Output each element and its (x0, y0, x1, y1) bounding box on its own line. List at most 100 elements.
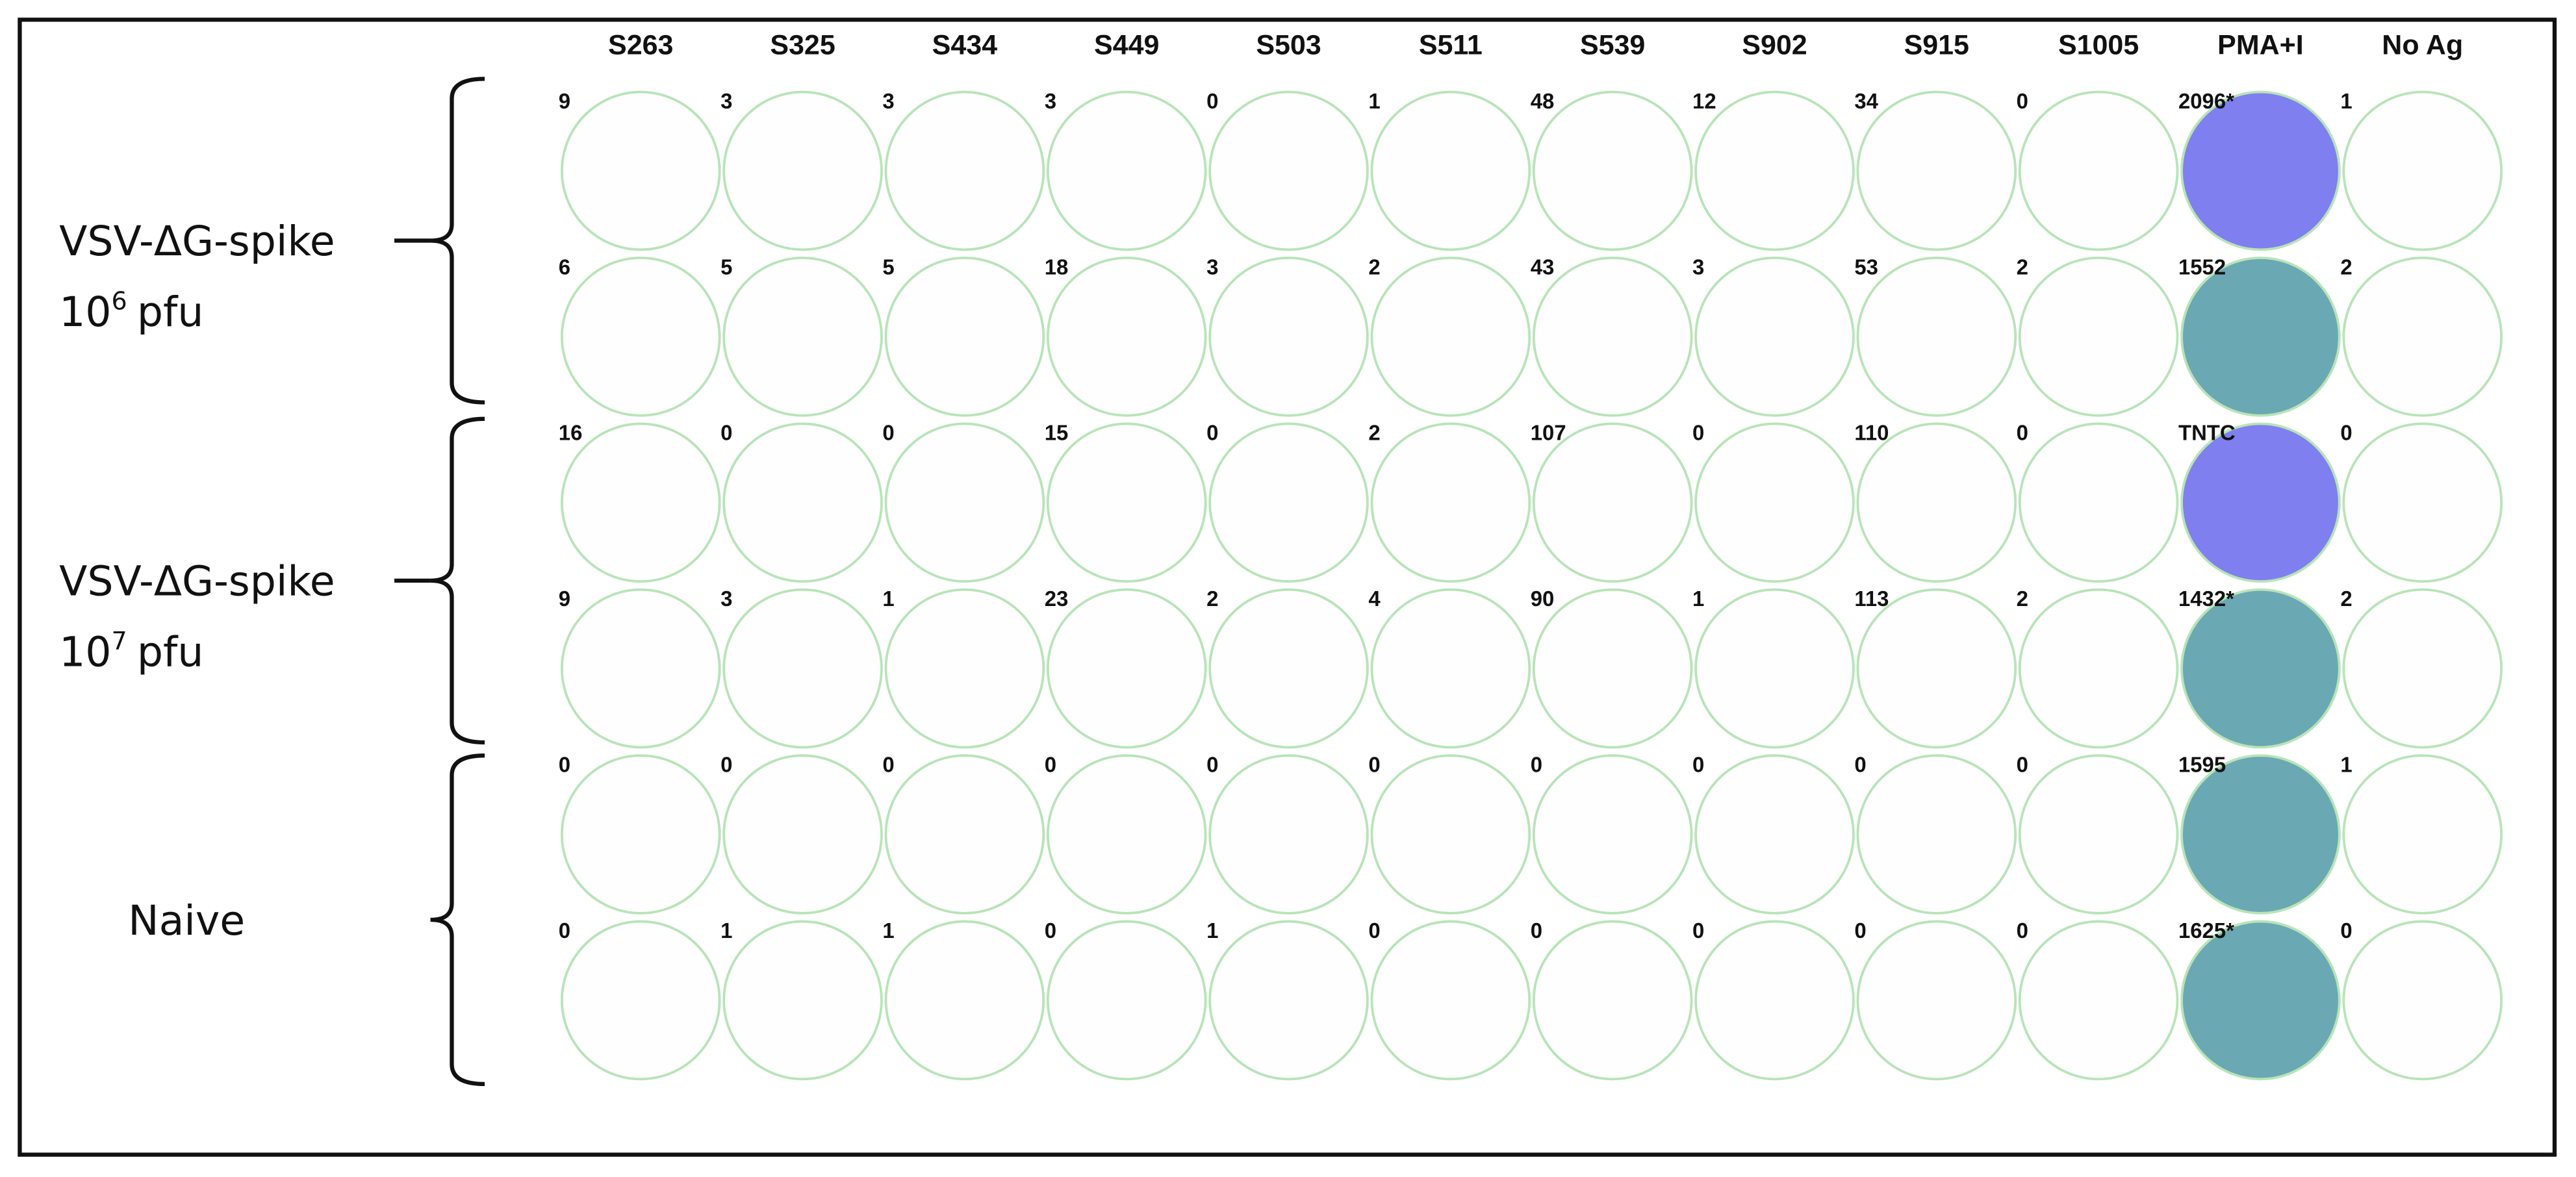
well (1856, 588, 2017, 749)
well (1046, 754, 1207, 915)
spot-count: 90 (1531, 587, 1555, 611)
well (560, 754, 721, 915)
column-header: S263 (608, 29, 673, 60)
well (884, 920, 1045, 1081)
column-header: S915 (1904, 29, 1969, 60)
spot-count: 1 (882, 587, 894, 611)
spot-count: 12 (1692, 89, 1716, 113)
spot-count: 110 (1854, 421, 1889, 445)
column-header: S325 (770, 29, 835, 60)
group-bracket (430, 753, 485, 1087)
spot-count: 0 (1531, 752, 1542, 776)
well (560, 90, 721, 251)
spot-count: 0 (882, 421, 894, 445)
column-header: S449 (1094, 29, 1159, 60)
well (1532, 257, 1693, 417)
spot-count: 2096* (2178, 89, 2234, 113)
spot-count: 43 (1531, 255, 1555, 279)
well (1370, 588, 1531, 749)
spot-count: 0 (559, 752, 570, 776)
spot-count: 3 (721, 587, 732, 611)
group-dose: 106 pfu (59, 287, 203, 336)
spot-count: 1 (2340, 752, 2352, 776)
spot-count: 0 (882, 752, 894, 776)
spot-count: 0 (2017, 89, 2028, 113)
well (1046, 257, 1207, 417)
spot-count: 0 (1692, 421, 1704, 445)
well (2342, 588, 2503, 749)
well (1694, 90, 1855, 251)
spot-count: 0 (1045, 918, 1056, 943)
spot-count: 0 (1854, 918, 1866, 943)
well (2180, 588, 2341, 749)
spot-count: 0 (1206, 752, 1218, 776)
well (1208, 422, 1369, 583)
well (1208, 90, 1369, 251)
column-header: PMA+I (2217, 29, 2304, 60)
well (2180, 90, 2341, 251)
well (2342, 422, 2503, 583)
spot-count: 1 (1368, 89, 1380, 113)
well (1856, 422, 2017, 583)
spot-count: 1595 (2178, 752, 2226, 776)
spot-count: 5 (882, 255, 894, 279)
well (722, 422, 883, 583)
group-bracket (430, 416, 485, 745)
group-label: VSV-ΔG-spike (59, 557, 335, 605)
dose-unit: pfu (137, 627, 203, 676)
spot-count: 1552 (2178, 255, 2226, 279)
dose-base: 10 (59, 288, 111, 336)
spot-count: 1 (2340, 89, 2352, 113)
well (2180, 422, 2341, 583)
well (2180, 754, 2341, 915)
well (1370, 754, 1531, 915)
spot-count: 2 (1206, 587, 1218, 611)
well (2342, 754, 2503, 915)
well (1208, 754, 1369, 915)
well (1694, 257, 1855, 417)
spot-count: 23 (1045, 587, 1069, 611)
spot-count: 0 (1692, 752, 1704, 776)
spot-count: 9 (559, 587, 570, 611)
spot-count: 2 (1368, 421, 1380, 445)
well (1046, 920, 1207, 1081)
well (1370, 920, 1531, 1081)
spot-count: 2 (2340, 255, 2352, 279)
column-header: S902 (1742, 29, 1807, 60)
dose-exponent: 7 (112, 627, 127, 655)
column-header: S1005 (2058, 29, 2139, 60)
well (560, 257, 721, 417)
well (1370, 90, 1531, 251)
spot-count: 0 (2017, 752, 2028, 776)
spot-count: 1432* (2178, 587, 2234, 611)
well (2342, 920, 2503, 1081)
spot-count: 3 (721, 89, 732, 113)
well (2018, 257, 2179, 417)
well (1208, 257, 1369, 417)
well (2018, 422, 2179, 583)
well (1694, 422, 1855, 583)
spot-count: 34 (1854, 89, 1878, 113)
figure-border (18, 18, 2557, 1157)
well (884, 90, 1045, 251)
spot-count: 9 (559, 89, 570, 113)
well (884, 422, 1045, 583)
spot-count: 0 (1692, 918, 1704, 943)
well (1856, 257, 2017, 417)
column-header: S511 (1419, 29, 1483, 60)
column-header: S434 (932, 29, 997, 60)
spot-count: 0 (721, 421, 732, 445)
well (2180, 920, 2341, 1081)
spot-count: 16 (559, 421, 583, 445)
spot-count: 15 (1045, 421, 1069, 445)
spot-count: 0 (1206, 89, 1218, 113)
group-bracket (430, 77, 485, 405)
well (1370, 257, 1531, 417)
spot-count: 48 (1531, 89, 1555, 113)
spot-count: 0 (2017, 918, 2028, 943)
spot-count: 3 (1045, 89, 1056, 113)
well (1046, 588, 1207, 749)
spot-count: 0 (1206, 421, 1218, 445)
well (1856, 754, 2017, 915)
